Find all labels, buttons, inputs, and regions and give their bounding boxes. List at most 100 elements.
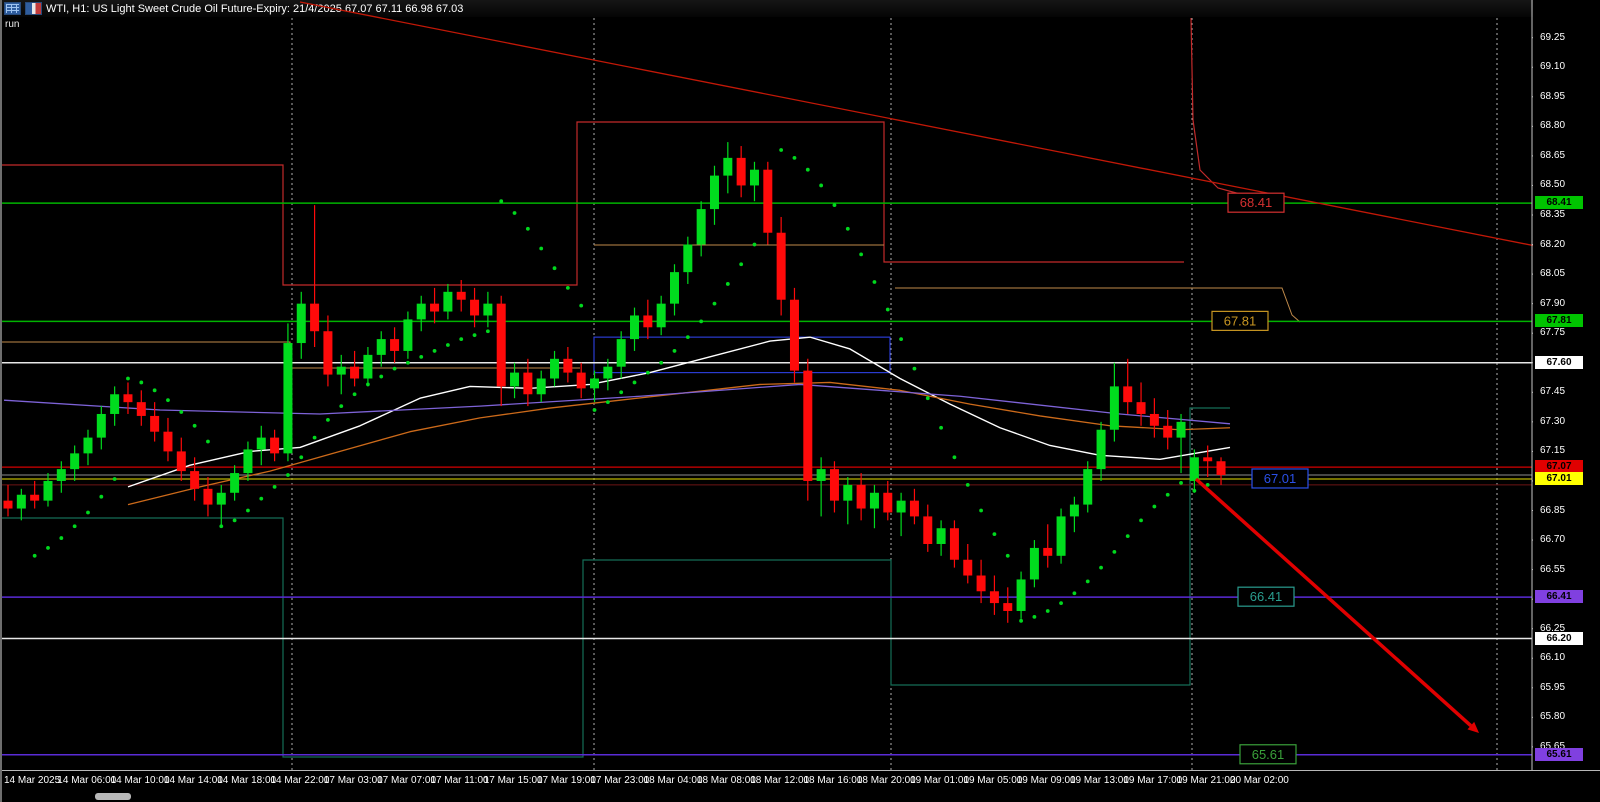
sar-dot xyxy=(139,380,144,385)
candle-body xyxy=(643,315,653,328)
candle-body xyxy=(536,378,546,395)
sar-dot xyxy=(632,380,637,385)
lower-channel-line xyxy=(2,407,1230,758)
price-badge: 67.01 xyxy=(1535,471,1583,485)
time-tick-label: 14 Mar 2025 xyxy=(4,775,61,786)
sar-dot xyxy=(1165,492,1170,497)
price-axis[interactable]: 69.25 69.10 68.95 68.80 68.65 68.50 68.35 68.20… xyxy=(1533,0,1600,770)
scrollbar-thumb[interactable] xyxy=(95,793,131,800)
time-tick-label: 19 Mar 21:00 xyxy=(1176,775,1236,786)
sar-dot xyxy=(379,374,384,379)
sar-dot xyxy=(259,496,264,501)
candle-body xyxy=(96,413,106,438)
sar-dot xyxy=(925,396,930,401)
time-tick-label: 20 Mar 02:00 xyxy=(1229,775,1289,786)
sar-dot xyxy=(339,404,344,408)
candle-body xyxy=(190,471,200,489)
time-tick-label: 17 Mar 07:00 xyxy=(377,775,437,786)
candle-body xyxy=(1203,457,1213,462)
candle-body xyxy=(1016,579,1026,611)
candle-body xyxy=(150,415,160,432)
time-tick-label: 18 Mar 04:00 xyxy=(643,775,703,786)
price-tick-label: 67.90 xyxy=(1540,297,1566,309)
grid-icon xyxy=(4,2,21,15)
sar-dot xyxy=(112,477,117,481)
price-label-box xyxy=(1251,468,1309,489)
price-tick-label: 68.95 xyxy=(1540,90,1566,102)
candle-body xyxy=(136,402,146,416)
sar-dot xyxy=(872,280,877,284)
candle-body xyxy=(816,469,826,481)
sar-dot xyxy=(485,329,490,334)
candle-body xyxy=(590,378,600,389)
sar-dot xyxy=(832,203,837,208)
price-tick-label: 66.55 xyxy=(1540,563,1566,575)
sar-dot xyxy=(166,398,170,403)
price-badge: 67.07 xyxy=(1535,460,1583,474)
sar-dot xyxy=(286,473,290,477)
candle-body xyxy=(283,343,293,454)
price-label-box xyxy=(1237,586,1295,607)
candle-body xyxy=(869,492,879,509)
candle-body xyxy=(656,303,666,328)
candle-body xyxy=(576,372,586,389)
sar-dot xyxy=(126,376,130,381)
sar-dot xyxy=(392,366,397,371)
candle-body xyxy=(390,339,400,351)
candle-body xyxy=(110,394,120,414)
price-tick-label: 65.65 xyxy=(1540,740,1566,752)
time-tick-label: 19 Mar 17:00 xyxy=(1123,775,1183,786)
candle-body xyxy=(896,500,906,513)
candle-body xyxy=(83,437,93,454)
sar-dot xyxy=(99,494,104,499)
candle-body xyxy=(123,394,133,403)
price-tick-label: 66.10 xyxy=(1540,652,1566,664)
time-tick-label: 17 Mar 23:00 xyxy=(590,775,650,786)
time-axis[interactable]: 14 Mar 2025 14 Mar 06:00 14 Mar 10:00 14 Ma… xyxy=(0,770,1600,791)
time-tick-label: 18 Mar 16:00 xyxy=(803,775,863,786)
price-label-text: 67.81 xyxy=(1224,313,1257,328)
price-tick-label: 66.70 xyxy=(1540,534,1566,546)
candle-body xyxy=(230,473,240,493)
candle-body xyxy=(363,354,373,379)
sar-dot xyxy=(685,335,690,340)
trend-ma-line xyxy=(3,383,1231,425)
chart-icon xyxy=(25,2,42,15)
sar-dot xyxy=(645,370,650,375)
time-tick-label: 17 Mar 03:00 xyxy=(323,775,383,786)
price-tick-label: 66.25 xyxy=(1540,622,1566,634)
sar-dot xyxy=(206,439,210,444)
price-label-text: 66.41 xyxy=(1250,589,1283,604)
candle-body xyxy=(1069,504,1079,517)
candle-body xyxy=(1189,457,1199,481)
sar-dot xyxy=(1099,565,1103,570)
candle-body xyxy=(1083,469,1093,505)
candle-body xyxy=(829,469,839,501)
candle-body xyxy=(3,500,13,509)
sar-dot xyxy=(299,455,304,460)
time-tick-label: 18 Mar 20:00 xyxy=(856,775,916,786)
candle-body xyxy=(630,315,640,340)
price-tick-label: 68.05 xyxy=(1540,268,1566,280)
candle-body xyxy=(30,494,40,501)
time-tick-label: 19 Mar 13:00 xyxy=(1070,775,1129,786)
candle-body xyxy=(843,484,853,501)
candle-body xyxy=(523,372,533,395)
sar-dot xyxy=(59,536,64,540)
price-badge: 65.61 xyxy=(1535,747,1583,761)
sar-dot xyxy=(899,337,904,342)
sell-arrow-head xyxy=(1467,721,1479,733)
sar-dot xyxy=(725,282,730,286)
price-badge: 66.20 xyxy=(1535,631,1583,645)
candle-body xyxy=(483,303,493,316)
sar-dot xyxy=(459,337,464,342)
candle-body xyxy=(616,339,626,367)
horizontal-scrollbar[interactable] xyxy=(0,790,1600,802)
time-tick-label: 14 Mar 14:00 xyxy=(163,775,223,786)
time-tick-label: 14 Mar 10:00 xyxy=(110,775,170,786)
candle-body xyxy=(736,157,746,186)
sar-dot xyxy=(46,546,50,550)
sar-dot xyxy=(659,360,664,365)
sar-dot xyxy=(499,199,504,204)
